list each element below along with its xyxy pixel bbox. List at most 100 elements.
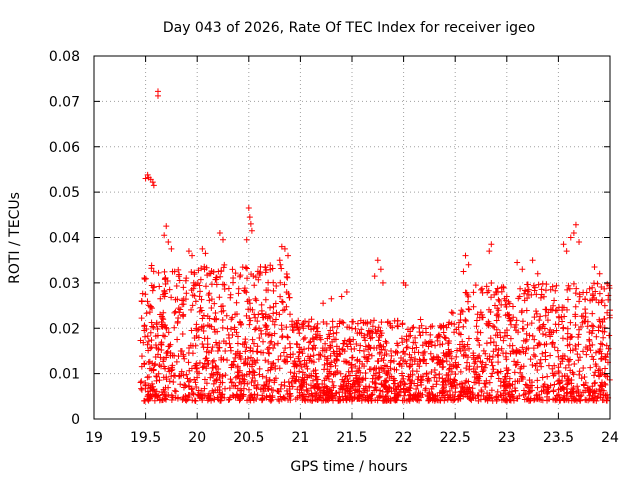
data-point	[313, 395, 320, 402]
data-point	[493, 312, 500, 319]
data-point	[549, 283, 556, 290]
data-point	[342, 373, 349, 380]
data-point	[390, 358, 397, 365]
data-point	[325, 397, 332, 404]
data-point	[553, 282, 560, 289]
data-point	[302, 334, 309, 341]
data-point	[495, 347, 502, 354]
data-point	[567, 234, 574, 241]
data-point	[459, 338, 466, 345]
data-point	[526, 388, 533, 395]
data-point	[533, 310, 540, 317]
data-point	[343, 288, 350, 295]
data-point	[444, 372, 451, 379]
data-point	[200, 344, 207, 351]
data-point	[592, 288, 599, 295]
data-point	[270, 387, 277, 394]
data-point	[559, 378, 566, 385]
data-point	[285, 252, 292, 259]
data-point	[470, 356, 477, 363]
data-point	[589, 292, 596, 299]
data-point	[212, 328, 219, 335]
chart-title: Day 043 of 2026, Rate Of TEC Index for r…	[163, 20, 535, 36]
data-point	[501, 376, 508, 383]
data-point	[183, 371, 190, 378]
data-point	[564, 373, 571, 380]
data-point	[440, 358, 447, 365]
data-point	[163, 349, 170, 356]
data-point	[254, 343, 261, 350]
data-point	[377, 387, 384, 394]
data-point	[553, 397, 560, 404]
data-point	[166, 343, 173, 350]
data-point	[569, 386, 576, 393]
data-point	[531, 395, 538, 402]
data-point	[538, 388, 545, 395]
data-point	[230, 362, 237, 369]
data-point	[144, 171, 151, 178]
data-point	[201, 385, 208, 392]
data-point	[596, 316, 603, 323]
data-point	[577, 397, 584, 404]
data-point	[462, 252, 469, 259]
data-point	[142, 175, 149, 182]
data-point	[441, 352, 448, 359]
data-point	[591, 263, 598, 270]
data-point	[378, 319, 385, 326]
data-point	[601, 328, 608, 335]
data-point	[369, 323, 376, 330]
data-point	[256, 271, 263, 278]
data-point	[293, 362, 300, 369]
data-point	[243, 236, 250, 243]
data-point	[348, 325, 355, 332]
data-point	[361, 387, 368, 394]
data-point	[362, 337, 369, 344]
data-point	[570, 280, 577, 287]
data-point	[477, 286, 484, 293]
axis-ticks: 19 19.5 20 20.5 21 21.5 22 22.5 23 23.5 24 0 0.01 0.0…	[49, 49, 619, 446]
data-point	[245, 205, 252, 212]
data-point	[199, 245, 206, 252]
data-point	[538, 286, 545, 293]
data-point	[536, 360, 543, 367]
data-point	[296, 330, 303, 337]
data-point	[162, 290, 169, 297]
data-point	[601, 315, 608, 322]
data-point	[435, 356, 442, 363]
data-point	[506, 342, 513, 349]
data-point	[349, 318, 356, 325]
data-point	[210, 269, 217, 276]
data-points	[137, 88, 613, 404]
data-point	[534, 377, 541, 384]
data-point	[488, 395, 495, 402]
data-point	[147, 393, 154, 400]
data-point	[500, 337, 507, 344]
data-point	[188, 287, 195, 294]
data-point	[483, 340, 490, 347]
data-point	[556, 377, 563, 384]
data-point	[513, 346, 520, 353]
data-point	[362, 319, 369, 326]
data-point	[486, 248, 493, 255]
data-point	[278, 243, 285, 250]
data-point	[204, 313, 211, 320]
data-point	[301, 318, 308, 325]
data-point	[571, 397, 578, 404]
data-point	[459, 308, 466, 315]
data-point	[331, 350, 338, 357]
data-point	[362, 369, 369, 376]
data-point	[517, 349, 524, 356]
data-point	[419, 391, 426, 398]
data-point	[222, 372, 229, 379]
data-point	[386, 385, 393, 392]
data-point	[568, 380, 575, 387]
data-point	[534, 270, 541, 277]
data-point	[387, 365, 394, 372]
data-point	[406, 384, 413, 391]
data-point	[293, 340, 300, 347]
data-point	[523, 307, 530, 314]
data-point	[171, 324, 178, 331]
x-tick-label: 19	[85, 430, 103, 446]
data-point	[192, 342, 199, 349]
data-point	[181, 381, 188, 388]
